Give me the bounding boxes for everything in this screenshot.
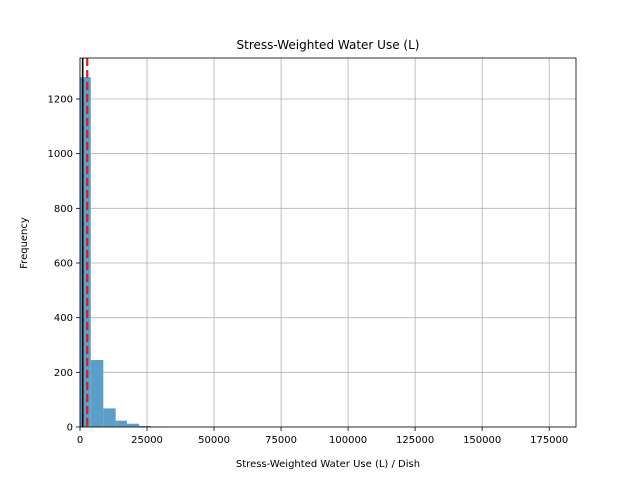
x-tick-label-7: 175000: [530, 435, 568, 446]
y-tick-label-5: 1000: [48, 149, 73, 160]
histogram-bar-2: [103, 408, 116, 427]
x-tick-label-6: 150000: [463, 435, 501, 446]
chart-title: Stress-Weighted Water Use (L): [237, 38, 420, 52]
x-tick-label-1: 25000: [131, 435, 163, 446]
x-tick-label-3: 75000: [265, 435, 297, 446]
y-tick-label-4: 800: [54, 204, 73, 215]
y-axis-ticks: 0 200 400 600 800 1000 1200: [48, 95, 80, 434]
histogram-bar-1: [90, 360, 104, 427]
y-tick-label-3: 600: [54, 259, 73, 270]
x-tick-label-0: 0: [77, 435, 83, 446]
x-axis-title: Stress-Weighted Water Use (L) / Dish: [236, 459, 420, 470]
x-tick-label-2: 50000: [198, 435, 230, 446]
y-tick-label-6: 1200: [48, 95, 73, 106]
y-tick-label-1: 200: [54, 368, 73, 379]
y-tick-label-2: 400: [54, 313, 73, 324]
y-tick-label-0: 0: [67, 423, 73, 434]
histogram-bar-5: [138, 425, 152, 427]
plot-frame: [79, 57, 577, 428]
x-tick-label-5: 125000: [396, 435, 434, 446]
x-tick-label-4: 100000: [329, 435, 367, 446]
histogram-bar-4: [126, 423, 139, 427]
reference-lines: [81, 58, 89, 427]
histogram-bar-3: [115, 420, 127, 427]
y-axis-title: Frequency: [19, 217, 30, 269]
x-axis-ticks: 0 25000 50000 75000 100000 125000 150000 175000: [77, 427, 568, 446]
histogram-bar-0: [80, 77, 91, 427]
